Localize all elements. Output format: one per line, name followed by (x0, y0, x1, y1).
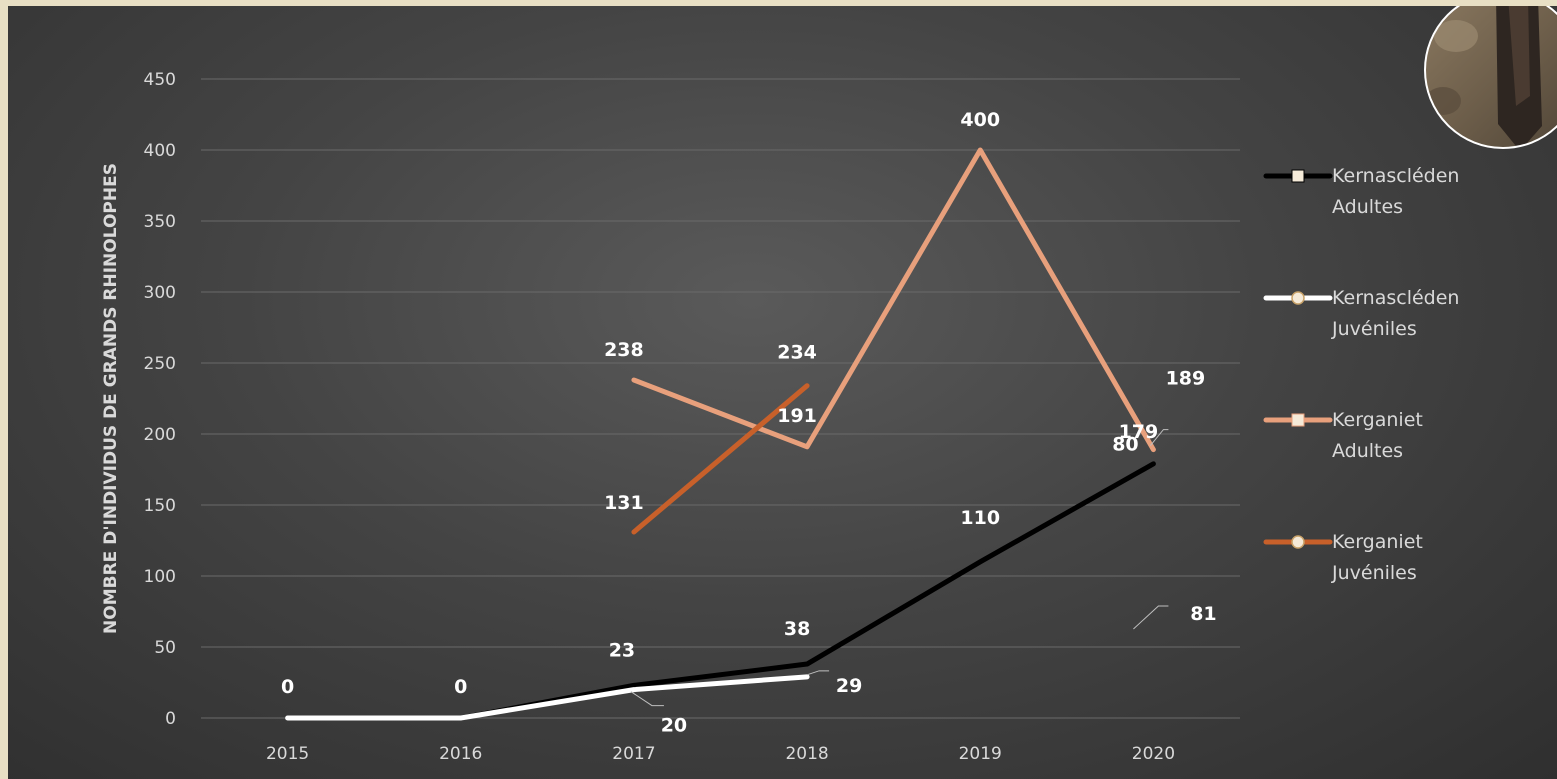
legend-label: Kerganiet (1332, 409, 1423, 431)
legend-item-1: Kernascléden Juvéniles (1263, 287, 1459, 340)
data-label: 0 (454, 676, 467, 698)
y-tick-label: 300 (144, 283, 176, 303)
legend-marker-circle (1291, 291, 1305, 305)
legend-label: Kernascléden (1332, 287, 1459, 309)
series-line-0 (285, 461, 1156, 721)
y-tick-label: 450 (144, 70, 176, 90)
data-label: 400 (960, 109, 1000, 131)
legend-item-3: Kerganiet Juvéniles (1263, 531, 1423, 584)
x-tick-label: 2017 (612, 744, 655, 764)
x-tick-label: 2016 (439, 744, 482, 764)
data-label: 189 (1166, 368, 1206, 390)
data-label: 110 (960, 507, 1000, 529)
y-tick-label: 0 (165, 709, 176, 729)
legend-label: Juvéniles (1331, 562, 1417, 584)
data-label-leader (1150, 429, 1169, 446)
legend-marker-circle (1291, 535, 1305, 549)
data-label: 0 (281, 676, 294, 698)
data-label: 81 (1190, 603, 1216, 625)
legend-marker-square (1291, 413, 1305, 427)
legend-label: Adultes (1332, 196, 1403, 218)
chart-frame: 0 50 100 150 200 250 300 350 400 450 2015 2016 2017 2… (8, 6, 1557, 779)
y-axis-title: NOMBRE D'INDIVIDUS DE GRANDS RHINOLOPHES (101, 163, 121, 634)
legend-marker-square (1291, 169, 1305, 183)
y-tick-label: 100 (144, 567, 176, 587)
legend-item-2: Kerganiet Adultes (1263, 409, 1423, 462)
legend-label: Kernascléden (1332, 165, 1459, 187)
y-tick-label: 350 (144, 212, 176, 232)
y-tick-label: 150 (144, 496, 176, 516)
legend-label: Juvéniles (1331, 318, 1417, 340)
series-line-1 (285, 674, 810, 721)
x-tick-label: 2015 (266, 744, 309, 764)
legend-label: Kerganiet (1332, 531, 1423, 553)
data-label: 38 (784, 618, 810, 640)
y-tick-label: 200 (144, 425, 176, 445)
legend-item-0: Kernascléden Adultes (1263, 165, 1459, 218)
data-label-leader (806, 670, 830, 676)
data-label: 238 (604, 339, 644, 361)
data-label: 131 (604, 492, 644, 514)
data-label: 29 (836, 675, 862, 697)
data-label-leader (1133, 605, 1169, 630)
data-label: 23 (609, 639, 635, 661)
data-label-leader (630, 691, 664, 707)
bat-photo (1424, 6, 1557, 149)
series-line-2 (631, 147, 1156, 453)
data-label: 80 (1112, 433, 1138, 455)
x-tick-label: 2019 (959, 744, 1002, 764)
x-tick-label: 2020 (1132, 744, 1175, 764)
y-tick-label: 50 (154, 638, 176, 658)
y-tick-label: 400 (144, 141, 176, 161)
series-line-3 (631, 383, 810, 535)
y-tick-label: 250 (144, 354, 176, 374)
data-label: 179 (1119, 421, 1159, 443)
data-label: 234 (777, 342, 817, 364)
data-label: 191 (777, 405, 817, 427)
data-label: 20 (661, 715, 687, 737)
x-tick-label: 2018 (785, 744, 828, 764)
legend-label: Adultes (1332, 440, 1403, 462)
